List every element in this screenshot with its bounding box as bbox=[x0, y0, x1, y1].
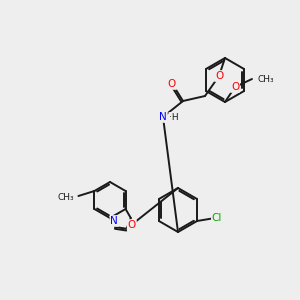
Text: CH₃: CH₃ bbox=[58, 193, 74, 202]
Text: ·H: ·H bbox=[169, 112, 178, 122]
Text: Cl: Cl bbox=[212, 213, 222, 223]
Text: N: N bbox=[159, 112, 167, 122]
Text: CH₃: CH₃ bbox=[257, 74, 274, 83]
Text: O: O bbox=[215, 71, 223, 81]
Text: O: O bbox=[231, 82, 239, 92]
Text: O: O bbox=[128, 220, 136, 230]
Text: O: O bbox=[168, 79, 176, 89]
Text: N: N bbox=[110, 216, 118, 226]
